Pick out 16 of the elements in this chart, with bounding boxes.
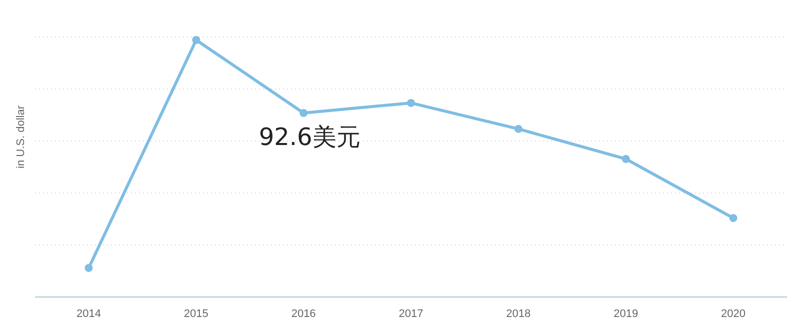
annotation: 92.6美元 — [258, 122, 360, 151]
x-tick-label: 2018 — [506, 308, 531, 320]
point — [622, 154, 630, 163]
point — [407, 98, 415, 107]
point — [729, 214, 738, 222]
x-tick-label: 2015 — [184, 308, 208, 320]
x-tick-label: 2017 — [398, 308, 424, 320]
point — [514, 124, 522, 133]
point — [300, 108, 308, 117]
x-tick-label: 2019 — [614, 308, 638, 320]
point — [84, 264, 93, 272]
x-tick-label: 2020 — [721, 308, 746, 320]
y-axis-title: in U.S. dollar — [15, 105, 27, 168]
x-tick-label: 2016 — [291, 308, 316, 320]
x-tick-label: 2014 — [76, 308, 101, 320]
point — [192, 36, 200, 44]
